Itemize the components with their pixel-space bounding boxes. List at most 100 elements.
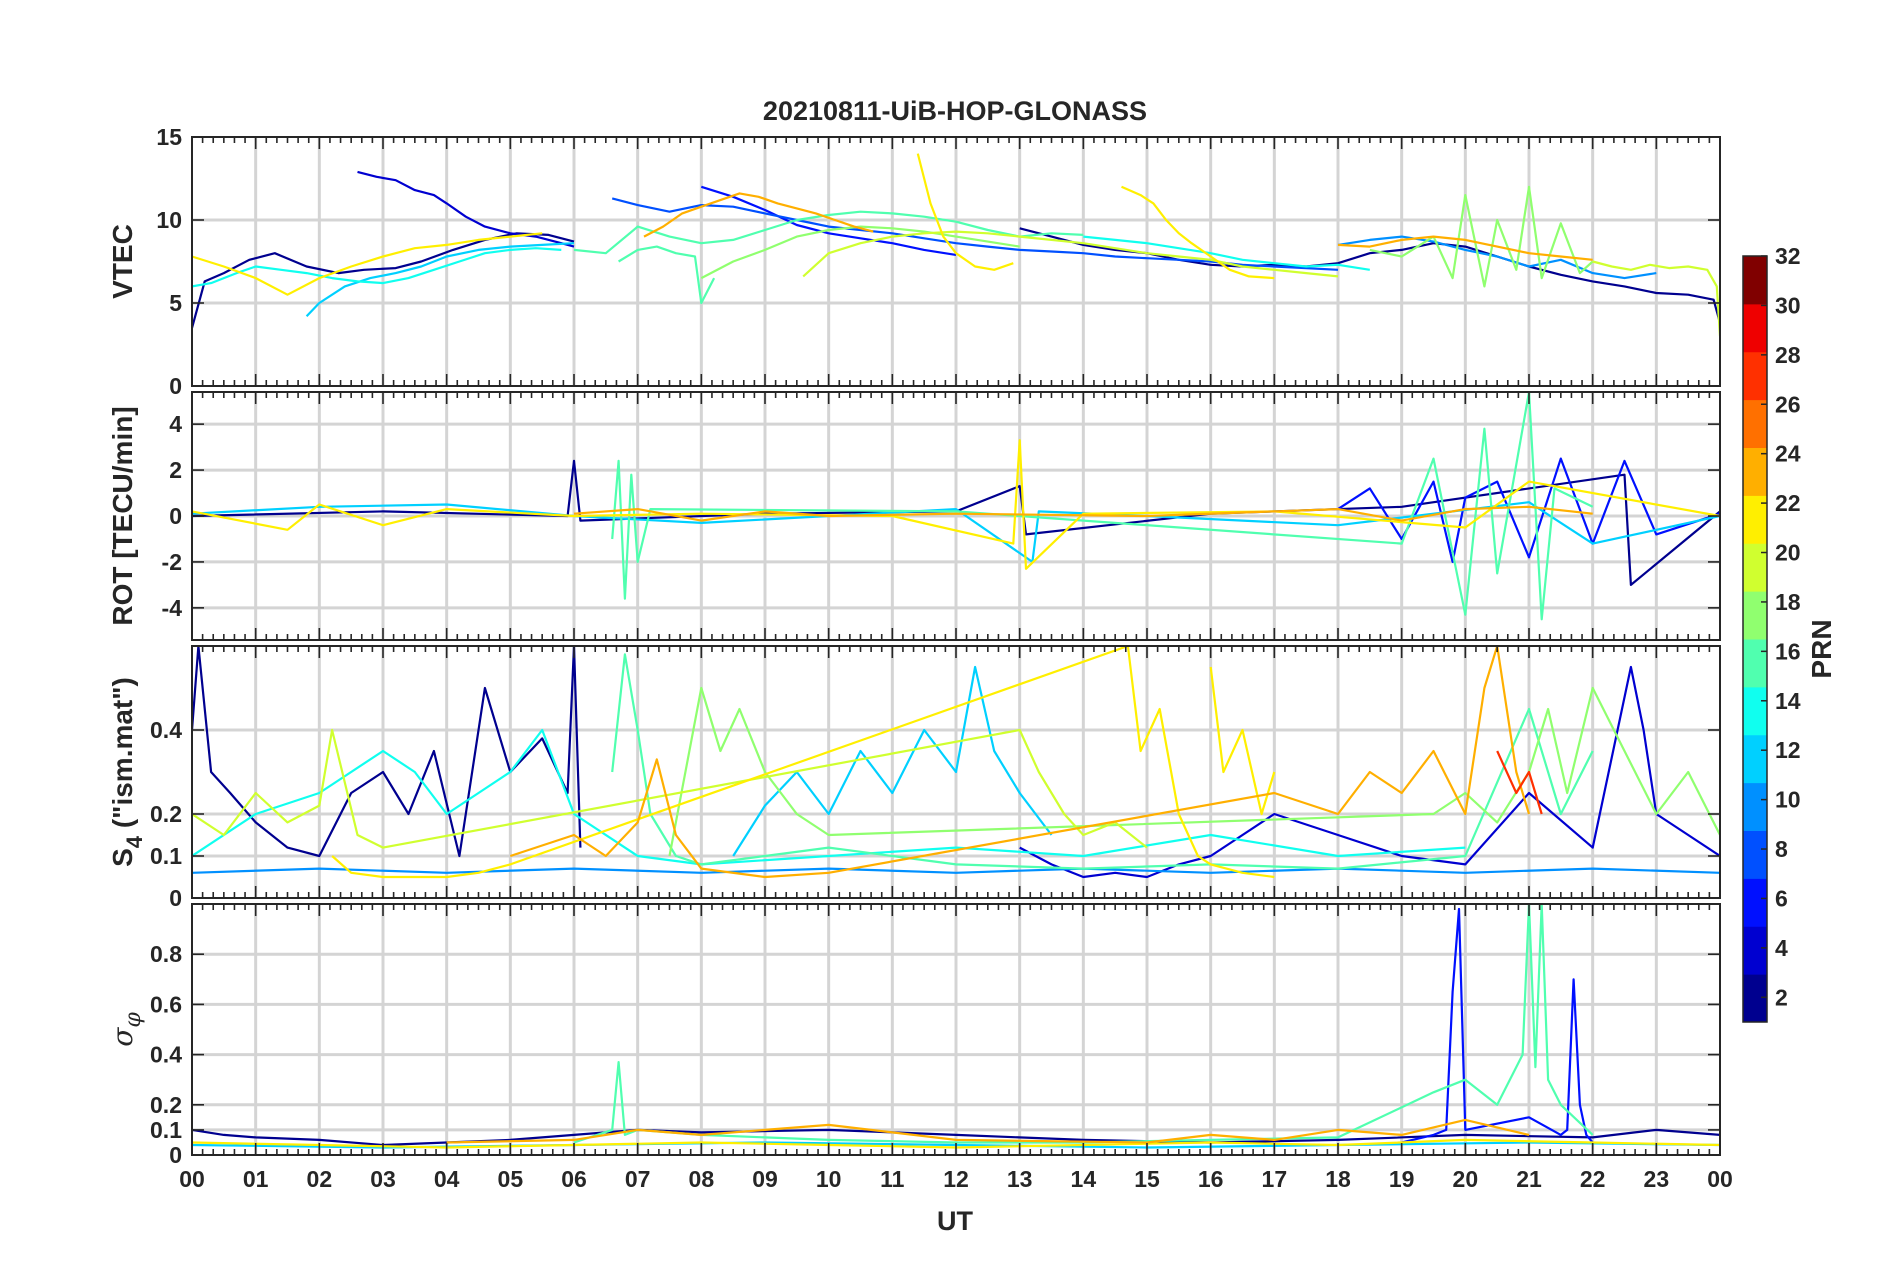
y-tick-label: 0.2 (150, 801, 182, 827)
x-tick-label: 23 (1644, 1166, 1670, 1192)
series-prn-2 (192, 1128, 1720, 1147)
colorbar-frame (1742, 255, 1768, 1023)
colorbar-tick-label: 32 (1775, 243, 1801, 269)
x-tick-label: 22 (1580, 1166, 1606, 1192)
colorbar-segment (1743, 591, 1767, 640)
x-tick-label: 01 (243, 1166, 269, 1192)
colorbar-segment (1743, 878, 1767, 927)
x-tick-label: 13 (1007, 1166, 1033, 1192)
colorbar-segment (1743, 447, 1767, 496)
colorbar-label: PRN (1806, 619, 1837, 678)
series-prn-3 (1019, 665, 1720, 879)
chart-title: 20210811-UiB-HOP-GLONASS (763, 96, 1147, 126)
x-tick-label: 18 (1325, 1166, 1351, 1192)
colorbar-tick-label: 24 (1775, 441, 1801, 467)
series-prn-14 (1083, 235, 1370, 271)
colorbar-segment (1743, 974, 1767, 1023)
colorbar-segment (1743, 830, 1767, 879)
colorbar-tick-label: 18 (1775, 589, 1801, 615)
series-prn-6 (700, 185, 957, 256)
series-prn-24 (446, 1118, 1530, 1144)
series-prn-12 (305, 242, 575, 318)
series-group (192, 392, 1720, 621)
series-prn-21 (192, 232, 543, 296)
series-prn-22 (1209, 666, 1276, 816)
x-tick-label: 00 (179, 1166, 205, 1192)
y-tick-label: 0 (169, 885, 182, 911)
colorbar-segment (1743, 926, 1767, 975)
x-tick-label: 20 (1453, 1166, 1479, 1192)
series-prn-2 (192, 459, 1720, 586)
series-prn-3 (357, 170, 575, 248)
x-tick-label: 15 (1134, 1166, 1160, 1192)
series-prn-12 (192, 501, 1720, 563)
series-group (192, 646, 1720, 879)
y-tick-label: 0 (169, 373, 182, 399)
series-prn-24 (1337, 235, 1593, 261)
y-tick-label: 0.2 (150, 1092, 182, 1118)
y-tick-label: 0.1 (150, 843, 182, 869)
series-prn-11 (732, 665, 1053, 857)
series-prn-24 (643, 192, 874, 238)
series-prn-16 (611, 653, 1594, 870)
series-prn-9 (1337, 235, 1657, 280)
colorbar-segment (1743, 256, 1767, 305)
y-tick-label: 0 (169, 1142, 182, 1168)
series-prn-13 (192, 728, 1466, 866)
x-tick-label: 00 (1707, 1166, 1733, 1192)
colorbar-tick-label: 2 (1775, 984, 1788, 1010)
colorbar-segment (1743, 303, 1767, 353)
series-prn-8 (611, 197, 1339, 271)
y-tick-label: 0.4 (150, 1042, 182, 1068)
x-tick-label: 17 (1262, 1166, 1288, 1192)
y-tick-label: 15 (156, 124, 182, 150)
colorbar-segment (1743, 543, 1767, 592)
x-tick-label: 02 (307, 1166, 333, 1192)
x-tick-label: 08 (689, 1166, 715, 1192)
colorbar-segment (1743, 686, 1767, 736)
series-prn-16 (573, 904, 1594, 1144)
series-prn-9 (192, 867, 1720, 874)
x-tick-label: 10 (816, 1166, 842, 1192)
x-tick-label: 11 (880, 1166, 905, 1192)
colorbar-tick-label: 14 (1775, 688, 1801, 714)
y-tick-label: 0.6 (150, 991, 182, 1017)
series-prn-24 (573, 505, 1593, 522)
panel-3: 0 0.1 0.2 0.4S4 ("ism.mat") (107, 645, 1721, 911)
series-prn-16 (611, 392, 1594, 621)
y-tick-label: 0.4 (150, 717, 182, 743)
panel-4: 00.10.2 0.4 0.6 0.8 σφ 00 01 02 03 04 05 06 07 08 09 10… (106, 903, 1733, 1192)
y-axis-label: VTEC (107, 224, 138, 299)
series-prn-18 (700, 225, 1020, 280)
x-tick-label: 06 (561, 1166, 587, 1192)
x-tick-label: 19 (1389, 1166, 1415, 1192)
series-prn-21 (916, 153, 1014, 271)
series-prn-24 (509, 646, 1531, 879)
colorbar-tick-label: 8 (1775, 836, 1788, 862)
x-tick-label: 04 (434, 1166, 460, 1192)
x-axis-label: UT (937, 1206, 973, 1236)
colorbar-tick-label: 12 (1775, 737, 1801, 763)
series-prn-19 (192, 728, 1148, 849)
x-tick-label: 21 (1516, 1166, 1542, 1192)
series-prn-17 (668, 686, 1720, 857)
colorbar-tick-label: 26 (1775, 391, 1801, 417)
x-tick-label: 12 (943, 1166, 969, 1192)
y-tick-label: 0.8 (150, 941, 182, 967)
panel-1: 0 5 10 15 VTEC (107, 124, 1721, 399)
panel-2: -4 -2 0 2 4 ROT [TECU/min] (107, 391, 1721, 641)
x-tick-label: 14 (1071, 1166, 1097, 1192)
y-axis-label: S4 ("ism.mat") (107, 677, 147, 867)
series-prn-6 (1337, 457, 1720, 563)
series-group (192, 153, 1720, 337)
colorbar-segment (1743, 399, 1767, 448)
colorbar-tick-label: 22 (1775, 490, 1801, 516)
y-tick-label: 5 (169, 290, 182, 316)
y-tick-label: 4 (169, 411, 182, 437)
series-prn-20 (1592, 260, 1720, 337)
colorbar-segment (1743, 782, 1767, 831)
colorbar-segment (1743, 734, 1767, 784)
series-prn-27 (1496, 750, 1543, 815)
